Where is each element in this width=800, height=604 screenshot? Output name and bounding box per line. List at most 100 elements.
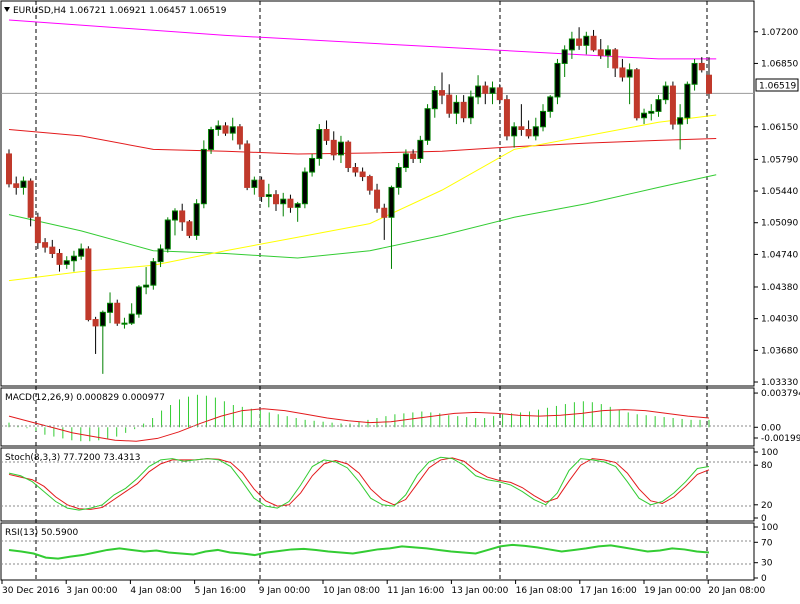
- candle: [280, 192, 287, 217]
- rsi-title: RSI(13) 50.5900: [5, 528, 78, 538]
- candle: [431, 86, 438, 118]
- candle: [49, 239, 56, 259]
- ma-yellow-line: [8, 114, 717, 282]
- candle: [135, 285, 142, 318]
- candle: [301, 167, 308, 209]
- candle: [374, 183, 381, 213]
- time-tick-label: 5 Jan 16:00: [195, 586, 247, 596]
- candle: [107, 292, 114, 324]
- time-tick-label: 4 Jan 08:00: [130, 586, 182, 596]
- candle: [208, 126, 215, 154]
- indicator-tick-label: 0.003794: [761, 389, 800, 399]
- candle: [323, 120, 330, 145]
- candle: [554, 58, 561, 105]
- candle: [352, 162, 359, 177]
- time-tick-label: 3 Jan 00:00: [66, 586, 118, 596]
- candle: [597, 39, 604, 59]
- candle: [525, 120, 532, 139]
- candle: [273, 190, 280, 211]
- candle: [547, 95, 554, 118]
- candle: [359, 167, 366, 182]
- candle: [604, 45, 611, 68]
- candle: [309, 153, 316, 177]
- price-tick-label: 1.05090: [761, 219, 798, 229]
- candle: [345, 140, 352, 173]
- candle: [6, 149, 12, 188]
- time-tick-label: 9 Jan 00:00: [259, 586, 311, 596]
- rsi-line: [8, 543, 710, 560]
- candle: [236, 124, 243, 150]
- candle: [583, 31, 590, 55]
- candle: [410, 149, 417, 163]
- time-tick-label: 20 Jan 08:00: [708, 586, 765, 596]
- candle: [561, 45, 568, 78]
- stoch-panel[interactable]: [0, 447, 755, 522]
- candle: [482, 81, 489, 105]
- indicator-tick-label: 20: [761, 501, 773, 511]
- candle: [78, 243, 85, 260]
- price-tick-label: 1.03680: [761, 346, 798, 356]
- candle: [179, 203, 186, 231]
- indicator-tick-label: 30: [761, 559, 773, 569]
- candle: [251, 176, 258, 195]
- candle: [366, 174, 373, 195]
- candle: [395, 162, 402, 195]
- rsi-panel[interactable]: [0, 522, 755, 581]
- candle: [20, 176, 27, 195]
- candle: [193, 199, 200, 240]
- indicator-tick-label: 0.00: [761, 423, 781, 433]
- candle: [70, 250, 77, 272]
- candle: [612, 48, 619, 78]
- candle: [99, 310, 106, 374]
- candle: [287, 194, 294, 213]
- candle: [424, 104, 431, 145]
- candle: [27, 178, 34, 227]
- indicator-tick-label: 0: [761, 514, 767, 524]
- candle: [706, 57, 712, 99]
- candle: [503, 95, 510, 141]
- candle: [388, 185, 395, 269]
- candle: [244, 140, 251, 191]
- candle: [215, 120, 222, 136]
- candle: [489, 81, 496, 105]
- candle: [438, 72, 445, 105]
- candle: [417, 135, 424, 163]
- ma-magenta-line: [8, 19, 717, 60]
- candle: [34, 212, 41, 249]
- macd-title: MACD(12,26,9) 0.000829 0.000977: [5, 393, 165, 403]
- price-tick-label: 1.05790: [761, 155, 798, 165]
- candle: [157, 244, 164, 268]
- stoch-main-line: [8, 456, 710, 511]
- time-tick-label: 11 Jan 16:00: [387, 586, 444, 596]
- candle: [467, 90, 474, 125]
- candle: [511, 122, 518, 148]
- candle: [150, 258, 157, 290]
- candle: [475, 75, 482, 105]
- candle: [518, 104, 525, 136]
- candle: [42, 238, 49, 253]
- time-axis: 30 Dec 2016 3 Jan 00:00 4 Jan 08:00 5 Jan 1…: [1, 580, 765, 596]
- candle: [63, 256, 70, 269]
- candle: [186, 220, 193, 239]
- collapse-triangle-icon: [4, 7, 10, 12]
- time-tick-label: 16 Jan 08:00: [516, 586, 573, 596]
- candle: [655, 95, 662, 117]
- symbol-info: EURUSD,H4 1.06721 1.06921 1.06457 1.0651…: [13, 6, 227, 16]
- candle: [662, 81, 669, 105]
- price-tick-label: 1.04380: [761, 283, 798, 293]
- ma-green-line: [8, 174, 717, 259]
- candle: [337, 135, 344, 163]
- candle: [684, 81, 691, 125]
- candle: [568, 31, 575, 59]
- price-tick-label: 1.05440: [761, 187, 798, 197]
- candle: [460, 95, 467, 123]
- price-tick-label: 1.04740: [761, 250, 798, 260]
- candle: [381, 203, 388, 240]
- candlestick-series: [6, 27, 712, 374]
- candle: [200, 140, 207, 209]
- candle: [590, 29, 597, 52]
- candle: [648, 104, 655, 121]
- time-tick-label: 30 Dec 2016: [2, 586, 60, 596]
